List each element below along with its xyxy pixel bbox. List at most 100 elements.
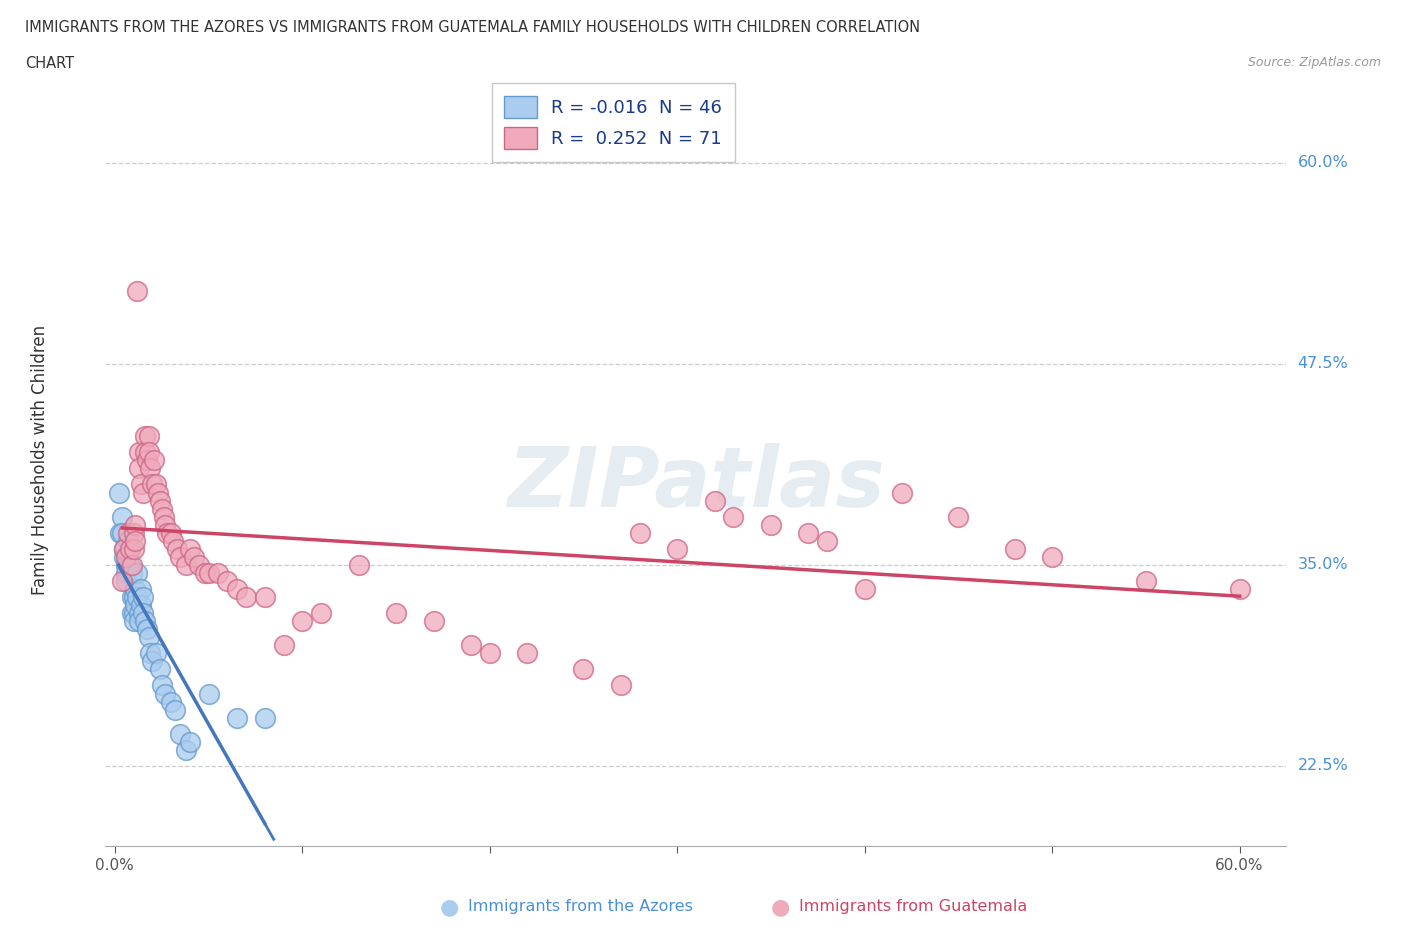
Point xyxy=(139,646,162,661)
Point xyxy=(309,605,332,620)
Point xyxy=(117,550,139,565)
Point xyxy=(169,550,191,565)
Point xyxy=(516,646,538,661)
Text: IMMIGRANTS FROM THE AZORES VS IMMIGRANTS FROM GUATEMALA FAMILY HOUSEHOLDS WITH C: IMMIGRANTS FROM THE AZORES VS IMMIGRANTS… xyxy=(25,20,921,35)
Point xyxy=(132,590,155,604)
Point xyxy=(128,461,150,476)
Point xyxy=(174,742,197,757)
Text: Source: ZipAtlas.com: Source: ZipAtlas.com xyxy=(1247,56,1381,69)
Text: 60.0%: 60.0% xyxy=(1298,155,1348,170)
Point xyxy=(815,533,838,548)
Point xyxy=(115,574,138,589)
Text: Immigrants from the Azores: Immigrants from the Azores xyxy=(468,899,693,914)
Point xyxy=(759,517,782,532)
Text: ZIPatlas: ZIPatlas xyxy=(508,443,884,524)
Point xyxy=(183,550,205,565)
Point xyxy=(134,429,156,444)
Point xyxy=(122,605,145,620)
Point xyxy=(141,654,163,669)
Point xyxy=(124,598,146,613)
Point xyxy=(128,445,150,459)
Point xyxy=(385,605,408,620)
Text: 22.5%: 22.5% xyxy=(1298,758,1348,774)
Point xyxy=(253,590,276,604)
Point xyxy=(138,445,160,459)
Point xyxy=(124,517,146,532)
Point xyxy=(132,605,155,620)
Point xyxy=(149,493,172,508)
Point xyxy=(138,429,160,444)
Point xyxy=(124,533,146,548)
Point xyxy=(135,622,157,637)
Point xyxy=(145,646,167,661)
Point xyxy=(111,525,134,540)
Point xyxy=(129,477,152,492)
Point xyxy=(1135,574,1157,589)
Point xyxy=(115,550,138,565)
Point xyxy=(853,581,876,596)
Point xyxy=(111,510,134,525)
Point xyxy=(628,525,651,540)
Point xyxy=(129,598,152,613)
Point xyxy=(115,565,138,580)
Point xyxy=(1229,581,1251,596)
Point xyxy=(174,557,197,572)
Point xyxy=(146,485,169,500)
Point xyxy=(572,662,595,677)
Point xyxy=(112,541,135,556)
Point xyxy=(152,510,174,525)
Point xyxy=(179,541,201,556)
Point xyxy=(179,735,201,750)
Point xyxy=(948,510,970,525)
Point xyxy=(122,541,145,556)
Point xyxy=(703,493,725,508)
Point xyxy=(235,590,257,604)
Point xyxy=(128,605,150,620)
Point xyxy=(291,614,314,629)
Point xyxy=(188,557,211,572)
Point xyxy=(107,485,129,500)
Point xyxy=(156,525,179,540)
Point xyxy=(347,557,370,572)
Point xyxy=(143,453,166,468)
Point xyxy=(122,590,145,604)
Point xyxy=(610,678,633,693)
Point xyxy=(121,605,143,620)
Point xyxy=(273,638,295,653)
Point xyxy=(197,565,219,580)
Point xyxy=(160,525,183,540)
Point xyxy=(145,477,167,492)
Point xyxy=(110,525,132,540)
Point xyxy=(422,614,444,629)
Legend: R = -0.016  N = 46, R =  0.252  N = 71: R = -0.016 N = 46, R = 0.252 N = 71 xyxy=(492,84,735,162)
Point xyxy=(155,686,177,701)
Point xyxy=(478,646,501,661)
Point xyxy=(118,541,141,556)
Point xyxy=(460,638,482,653)
Point xyxy=(124,581,146,596)
Point xyxy=(194,565,217,580)
Point xyxy=(118,557,141,572)
Point xyxy=(155,517,177,532)
Point xyxy=(891,485,914,500)
Text: ●: ● xyxy=(770,897,790,917)
Point xyxy=(162,533,184,548)
Point xyxy=(111,574,134,589)
Point xyxy=(134,614,156,629)
Point xyxy=(150,501,173,516)
Point xyxy=(121,557,143,572)
Point xyxy=(127,284,149,299)
Point xyxy=(134,445,156,459)
Point xyxy=(115,557,138,572)
Point xyxy=(207,565,229,580)
Point xyxy=(217,574,239,589)
Point xyxy=(122,525,145,540)
Point xyxy=(160,694,183,709)
Point xyxy=(121,590,143,604)
Point xyxy=(141,477,163,492)
Point xyxy=(127,590,149,604)
Text: 35.0%: 35.0% xyxy=(1298,557,1348,572)
Point xyxy=(149,662,172,677)
Text: ●: ● xyxy=(440,897,460,917)
Point xyxy=(225,711,247,725)
